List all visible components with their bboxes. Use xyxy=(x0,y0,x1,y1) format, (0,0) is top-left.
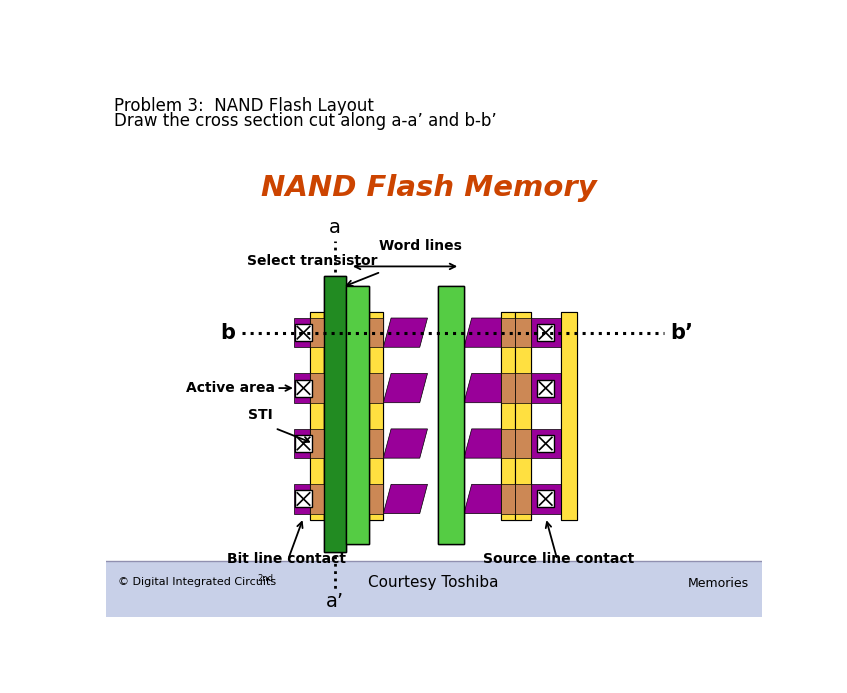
Bar xyxy=(537,324,554,341)
Bar xyxy=(501,484,515,514)
Bar xyxy=(310,318,324,347)
Bar xyxy=(310,318,324,347)
Text: © Digital Integrated Circuits: © Digital Integrated Circuits xyxy=(118,577,275,587)
Bar xyxy=(515,484,530,514)
Text: Memories: Memories xyxy=(688,577,749,590)
Bar xyxy=(310,374,324,403)
Bar xyxy=(295,380,312,396)
Bar xyxy=(106,561,762,617)
Bar xyxy=(294,318,324,347)
Bar xyxy=(515,429,530,458)
Bar xyxy=(294,429,324,458)
Bar xyxy=(501,374,515,403)
Bar xyxy=(369,374,384,403)
Bar xyxy=(310,312,324,520)
Bar xyxy=(515,318,530,347)
Text: Bit line contact: Bit line contact xyxy=(227,552,346,566)
Bar xyxy=(369,484,384,514)
Bar xyxy=(501,429,515,458)
Bar xyxy=(310,429,324,458)
Bar xyxy=(369,312,384,520)
Bar xyxy=(295,324,312,341)
Bar xyxy=(501,318,515,347)
Bar xyxy=(515,318,530,347)
Bar xyxy=(501,318,515,347)
Text: Courtesy Toshiba: Courtesy Toshiba xyxy=(368,575,499,590)
Bar xyxy=(530,429,561,458)
Bar xyxy=(501,429,515,458)
Bar xyxy=(324,276,346,552)
Bar xyxy=(501,484,515,514)
Bar xyxy=(310,484,324,514)
Text: b’: b’ xyxy=(670,323,693,342)
Text: Word lines: Word lines xyxy=(379,238,462,252)
Polygon shape xyxy=(464,429,509,458)
Bar xyxy=(515,312,530,520)
Bar xyxy=(537,435,554,452)
Bar xyxy=(294,484,324,514)
Polygon shape xyxy=(384,318,428,347)
Bar xyxy=(310,484,324,514)
Bar xyxy=(501,312,515,520)
Bar xyxy=(530,484,561,514)
Bar xyxy=(369,429,384,458)
Text: Select transistor: Select transistor xyxy=(246,254,377,268)
Polygon shape xyxy=(464,374,509,403)
Polygon shape xyxy=(384,374,428,403)
Bar xyxy=(369,318,384,347)
Bar xyxy=(310,312,324,520)
Text: Source line contact: Source line contact xyxy=(484,552,634,566)
Text: a’: a’ xyxy=(326,592,344,611)
Text: a: a xyxy=(329,218,340,237)
Bar xyxy=(515,374,530,403)
Text: NAND Flash Memory: NAND Flash Memory xyxy=(261,174,596,202)
Bar xyxy=(530,374,561,403)
Bar xyxy=(561,312,577,520)
Bar xyxy=(537,491,554,507)
Polygon shape xyxy=(464,318,509,347)
Bar xyxy=(310,429,324,458)
Bar xyxy=(438,286,464,545)
Bar xyxy=(515,374,530,403)
Bar xyxy=(515,429,530,458)
Bar xyxy=(346,286,369,545)
Bar xyxy=(561,312,577,520)
Text: b: b xyxy=(220,323,235,342)
Bar xyxy=(324,276,346,552)
Text: 2nd: 2nd xyxy=(257,574,273,583)
Bar xyxy=(369,374,384,403)
Bar xyxy=(369,312,384,520)
Bar xyxy=(515,484,530,514)
Bar xyxy=(369,429,384,458)
Bar xyxy=(310,374,324,403)
Text: STI: STI xyxy=(248,408,273,422)
Polygon shape xyxy=(384,429,428,458)
Bar xyxy=(295,491,312,507)
Bar xyxy=(537,380,554,396)
Polygon shape xyxy=(384,484,428,514)
Bar xyxy=(501,312,515,520)
Bar xyxy=(294,374,324,403)
Bar xyxy=(530,318,561,347)
Bar xyxy=(515,312,530,520)
Text: Problem 3:  NAND Flash Layout: Problem 3: NAND Flash Layout xyxy=(113,97,374,115)
Polygon shape xyxy=(464,484,509,514)
Bar xyxy=(369,318,384,347)
Text: Draw the cross section cut along a-a’ and b-b’: Draw the cross section cut along a-a’ an… xyxy=(113,112,496,130)
Text: Active area: Active area xyxy=(185,381,274,395)
Bar xyxy=(369,484,384,514)
Bar xyxy=(501,374,515,403)
Bar xyxy=(438,286,464,545)
Bar xyxy=(295,435,312,452)
Bar xyxy=(346,286,369,545)
